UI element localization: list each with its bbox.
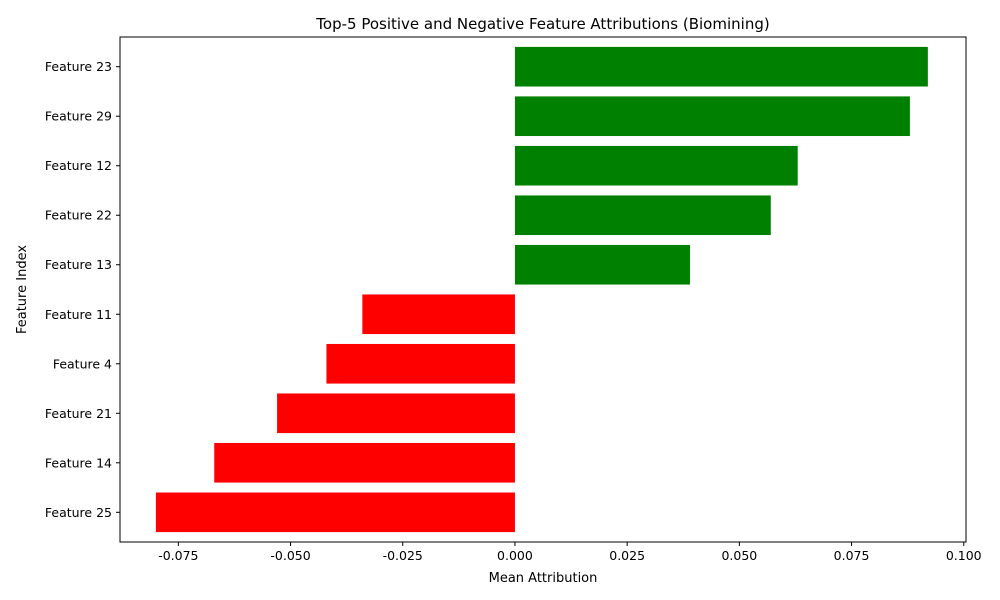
x-tick-label: 0.050 xyxy=(721,548,757,563)
x-ticks-group: -0.075 -0.050 -0.025 0.000 0.025 0.050 0.075 0.… xyxy=(158,542,982,563)
x-tick-label: -0.075 xyxy=(158,548,198,563)
y-tick-label: Feature 11 xyxy=(45,307,112,322)
bar-feature-21 xyxy=(277,393,515,434)
bar-feature-29 xyxy=(514,96,910,137)
bar-feature-23 xyxy=(514,46,928,87)
x-axis-label: Mean Attribution xyxy=(489,571,598,586)
x-tick-label: 0.100 xyxy=(946,548,982,563)
y-tick-label: Feature 22 xyxy=(45,208,112,223)
y-tick-label: Feature 13 xyxy=(45,257,112,272)
plot-frame xyxy=(119,36,967,543)
bar-feature-22 xyxy=(514,195,771,236)
y-tick-label: Feature 25 xyxy=(45,505,112,520)
bar-feature-13 xyxy=(514,244,690,285)
bar-feature-25 xyxy=(155,492,515,533)
bar-feature-12 xyxy=(514,145,798,186)
bar-feature-4 xyxy=(326,343,515,384)
chart-title: Top-5 Positive and Negative Feature Attr… xyxy=(315,15,769,33)
x-tick-label: 0.025 xyxy=(609,548,645,563)
x-tick-label: 0.075 xyxy=(834,548,870,563)
bar-feature-11 xyxy=(362,294,515,335)
x-tick-label: -0.050 xyxy=(270,548,310,563)
x-tick-label: -0.025 xyxy=(383,548,423,563)
y-axis-label: Feature Index xyxy=(15,245,30,334)
bars-group xyxy=(155,46,928,533)
y-ticks-group: Feature 23 Feature 29 Feature 12 Feature 22… xyxy=(45,59,120,520)
bar-feature-14 xyxy=(214,442,515,483)
y-tick-label: Feature 4 xyxy=(53,356,112,371)
y-tick-label: Feature 21 xyxy=(45,406,112,421)
y-tick-label: Feature 14 xyxy=(45,455,112,470)
x-tick-label: 0.000 xyxy=(497,548,533,563)
y-tick-label: Feature 23 xyxy=(45,59,112,74)
y-tick-label: Feature 29 xyxy=(45,109,112,124)
y-tick-label: Feature 12 xyxy=(45,158,112,173)
